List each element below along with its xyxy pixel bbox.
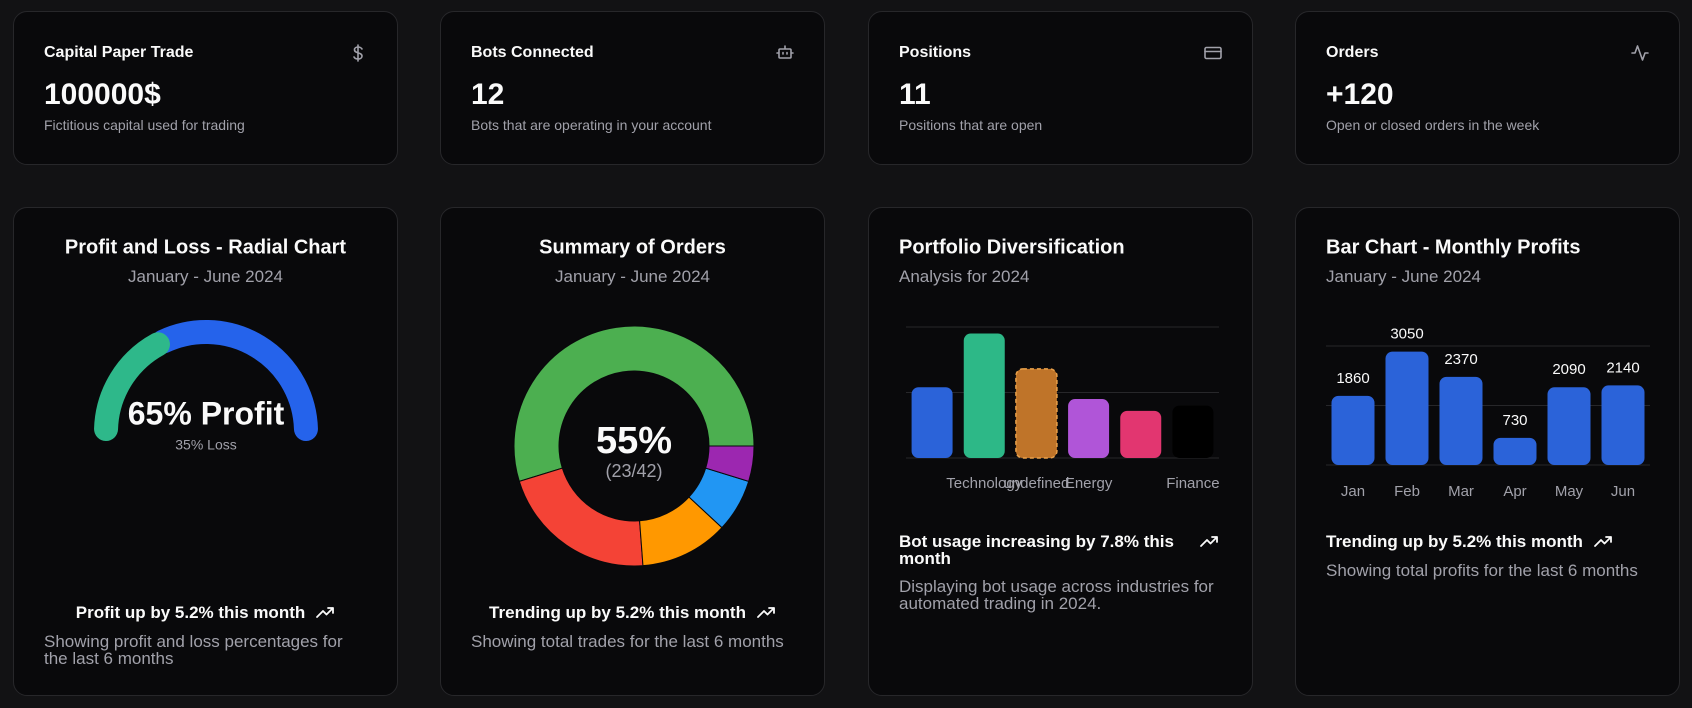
bar bbox=[1385, 351, 1429, 465]
bot-icon bbox=[776, 45, 794, 59]
chart-title: Profit and Loss - Radial Chart bbox=[64, 236, 347, 259]
stat-card: Capital Paper Trade 100000$ Fictitious c… bbox=[13, 11, 398, 165]
donut-segment bbox=[513, 325, 755, 482]
footer-text: Profit up by 5.2% this month bbox=[75, 603, 306, 622]
chart-title: Portfolio Diversification bbox=[899, 236, 1125, 259]
stat-value: 12 bbox=[471, 78, 505, 111]
footer-text: Bot usage increasing by 7.8% this month bbox=[899, 532, 1174, 568]
footer-text: Trending up by 5.2% this month bbox=[489, 603, 746, 622]
chart-description: Showing profit and loss percentages for … bbox=[44, 632, 343, 668]
value-label: 2090 bbox=[1552, 361, 1585, 378]
stat-value: 11 bbox=[899, 78, 931, 111]
donut-chart: 55%(23/42) bbox=[513, 325, 755, 567]
stat-card: Positions 11 Positions that are open bbox=[868, 11, 1253, 165]
stat-card: Bots Connected 12 Bots that are operatin… bbox=[440, 11, 825, 165]
chart-card: 55% (23/42) Summary of Orders January - J… bbox=[440, 207, 825, 696]
trend-icon bbox=[757, 607, 775, 618]
stat-value: +120 bbox=[1326, 78, 1394, 111]
radial-segment bbox=[94, 332, 170, 441]
bar bbox=[1439, 376, 1483, 465]
chart-description: Showing total profits for the last 6 mon… bbox=[1326, 561, 1638, 580]
chart-description: Showing total trades for the last 6 mont… bbox=[471, 632, 784, 651]
chart-description: Displaying bot usage across industries f… bbox=[899, 577, 1214, 613]
x-tick-label: undefined bbox=[1003, 475, 1069, 492]
stat-card: Orders +120 Open or closed orders in the… bbox=[1295, 11, 1680, 165]
dollar-icon bbox=[353, 44, 363, 62]
x-tick-label: Finance bbox=[1166, 475, 1219, 492]
x-tick-label: Energy bbox=[1065, 475, 1113, 492]
value-label: 1860 bbox=[1336, 370, 1369, 387]
bar bbox=[1493, 437, 1537, 465]
chart-footer: Profit up by 5.2% this month bbox=[44, 604, 367, 621]
stat-value: 100000$ bbox=[44, 78, 161, 111]
bar-chart: 1860 Jan 3050 Feb 2370 Mar 730 Apr 2090 May 2140 Ju… bbox=[1326, 326, 1650, 500]
radial-chart: 65% Profit 35% Loss bbox=[94, 320, 318, 453]
footer-text: Trending up by 5.2% this month bbox=[1326, 532, 1583, 551]
radial-segment bbox=[151, 320, 318, 441]
chart-card: Technology undefined Energy Finance Portfol… bbox=[868, 207, 1253, 696]
trend-icon bbox=[1200, 536, 1218, 547]
bar bbox=[911, 387, 953, 458]
stat-description: Positions that are open bbox=[899, 117, 1043, 133]
bar bbox=[1172, 405, 1214, 458]
center-sublabel: 35% Loss bbox=[175, 437, 236, 453]
chart-title: Summary of Orders bbox=[539, 236, 726, 259]
chart-card: 1860 Jan 3050 Feb 2370 Mar 730 Apr 2090 May 2140 Ju… bbox=[1295, 207, 1680, 696]
x-tick-label: May bbox=[1555, 483, 1584, 500]
stat-description: Open or closed orders in the week bbox=[1326, 117, 1540, 133]
donut-segment bbox=[518, 467, 644, 567]
trend-icon bbox=[1594, 536, 1612, 547]
value-label: 2140 bbox=[1606, 359, 1639, 376]
chart-footer: Trending up by 5.2% this month bbox=[471, 604, 794, 621]
bar bbox=[1015, 368, 1058, 459]
stat-title: Positions bbox=[899, 44, 972, 61]
activity-icon bbox=[1631, 45, 1649, 61]
value-label: 730 bbox=[1502, 412, 1527, 429]
stat-description: Fictitious capital used for trading bbox=[44, 117, 245, 133]
bar bbox=[1547, 387, 1591, 465]
x-tick-label: Feb bbox=[1394, 483, 1420, 500]
chart-subtitle: January - June 2024 bbox=[128, 267, 283, 286]
x-tick-label: Apr bbox=[1503, 483, 1526, 500]
chart-subtitle: January - June 2024 bbox=[555, 267, 710, 286]
center-label: 65% Profit bbox=[128, 395, 285, 431]
stat-description: Bots that are operating in your account bbox=[471, 117, 712, 133]
chart-footer: Bot usage increasing by 7.8% this month bbox=[899, 533, 1224, 567]
chart-title: Bar Chart - Monthly Profits bbox=[1326, 236, 1581, 259]
card-icon bbox=[1204, 46, 1222, 60]
x-tick-label: Jun bbox=[1611, 483, 1635, 500]
chart-subtitle: Analysis for 2024 bbox=[899, 267, 1030, 286]
bar bbox=[963, 333, 1005, 458]
stat-title: Capital Paper Trade bbox=[44, 44, 194, 61]
chart-subtitle: January - June 2024 bbox=[1326, 267, 1481, 286]
stat-title: Orders bbox=[1326, 44, 1379, 61]
x-tick-label: Technology bbox=[946, 475, 1022, 492]
stat-title: Bots Connected bbox=[471, 44, 594, 61]
trend-icon bbox=[316, 607, 335, 618]
x-tick-label: Jan bbox=[1341, 483, 1365, 500]
center-label: 55% bbox=[596, 420, 672, 462]
x-tick-label: Mar bbox=[1448, 483, 1474, 500]
bar bbox=[1331, 395, 1375, 465]
donut-segment bbox=[705, 445, 755, 482]
value-label: 2370 bbox=[1444, 351, 1477, 368]
value-label: 3050 bbox=[1390, 326, 1423, 343]
chart-footer: Trending up by 5.2% this month bbox=[1326, 533, 1649, 550]
bar bbox=[1068, 399, 1110, 458]
center-sublabel: (23/42) bbox=[605, 461, 662, 481]
bar bbox=[1120, 410, 1162, 458]
bar bbox=[1601, 385, 1645, 465]
chart-card: 65% Profit 35% Loss Profit and Loss - Rad… bbox=[13, 207, 398, 696]
